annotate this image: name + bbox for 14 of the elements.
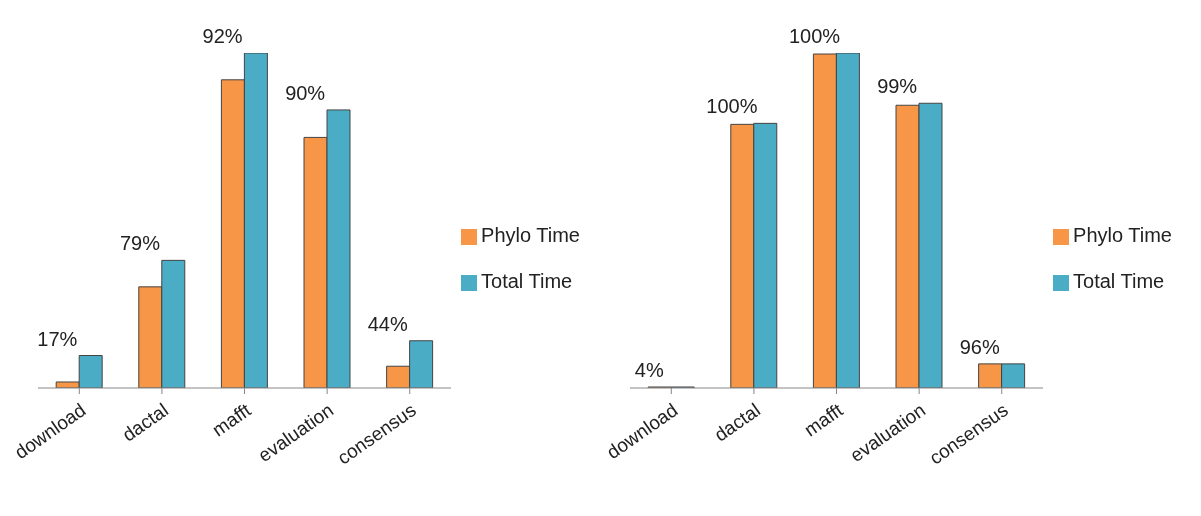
annotation: 90% (285, 81, 326, 104)
annotation: 17% (37, 327, 78, 350)
annotation: 79% (119, 232, 161, 255)
annotation: 92% (202, 25, 243, 47)
legend-label: Phylo Time (481, 224, 580, 246)
annotation: 96% (959, 335, 1000, 358)
annotation: 99% (877, 75, 918, 98)
legend-label: Total Time (1073, 270, 1165, 292)
legend-label: Phylo Time (1073, 224, 1172, 246)
annotation: 100% (706, 95, 758, 118)
legend-label: Total Time (481, 270, 573, 292)
annotation: 44% (367, 312, 408, 335)
annotation: 100% (788, 25, 841, 47)
annotation: 4% (634, 358, 664, 381)
